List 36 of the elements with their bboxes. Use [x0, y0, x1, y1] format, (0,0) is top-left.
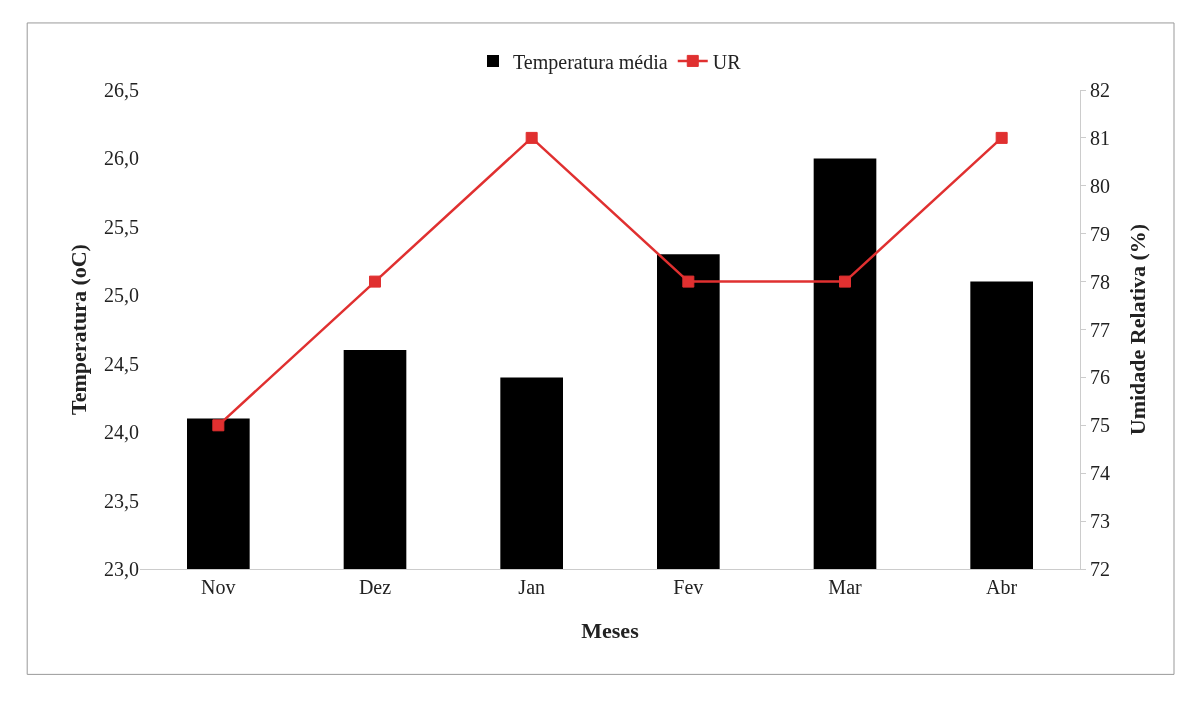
y2-tick-label: 76: [1090, 366, 1110, 389]
x-tick-label: Mar: [828, 576, 862, 598]
y2-tick-label: 73: [1090, 510, 1110, 533]
x-tick-label: Jan: [518, 576, 546, 598]
y2-tick-label: 81: [1090, 126, 1110, 149]
y-tick-label: 23,0: [104, 558, 139, 580]
y2-tick-label: 74: [1090, 462, 1110, 485]
x-tick-label: Nov: [201, 576, 236, 598]
legend-label: UR: [712, 50, 742, 73]
y-axis-title: Temperatura (oC): [66, 244, 91, 415]
x-axis-title: Meses: [581, 617, 640, 643]
y2-tick-label: 78: [1090, 270, 1110, 293]
y-tick-label: 25,5: [104, 215, 139, 238]
y2-tick-label: 82: [1090, 79, 1110, 101]
point: [839, 275, 851, 288]
x-tick-label: Fev: [673, 576, 704, 598]
y-tick-label: 23,5: [104, 489, 139, 512]
point: [682, 275, 695, 288]
y2-tick-label: 79: [1090, 222, 1110, 245]
y-tick-label: 26,0: [104, 147, 139, 170]
point: [525, 131, 538, 144]
x-tick-label: Dez: [358, 576, 392, 598]
y2-tick-label: 72: [1090, 558, 1110, 580]
y2-tick-label: 80: [1090, 174, 1110, 197]
y-tick-label: 25,0: [104, 284, 139, 307]
point: [995, 131, 1008, 144]
point: [369, 275, 381, 288]
y-tick-label: 24,5: [104, 352, 139, 375]
y-tick-label: 24,0: [104, 421, 139, 444]
legend-label: Temperatura média: [513, 50, 668, 74]
y2-tick-label: 75: [1090, 414, 1110, 437]
x-tick-label: Abr: [986, 576, 1018, 598]
y2-tick-label: 77: [1090, 318, 1110, 341]
y-tick-label: 26,5: [104, 79, 139, 101]
y2-axis-title: Umidade Relativa (%): [1125, 223, 1150, 436]
point: [212, 419, 225, 432]
